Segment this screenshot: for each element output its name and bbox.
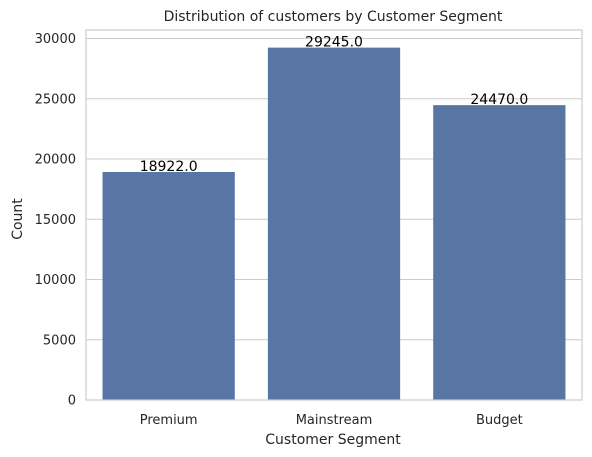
y-tick-label: 25000	[35, 92, 76, 107]
y-tick-label: 30000	[35, 32, 76, 47]
data-label: 29245.0	[305, 35, 363, 51]
x-tick-label: Premium	[140, 413, 198, 428]
y-tick-label: 0	[68, 394, 76, 409]
y-tick-label: 10000	[35, 273, 76, 288]
chart-title: Distribution of customers by Customer Se…	[164, 9, 503, 25]
bars	[102, 47, 566, 400]
y-tick-label: 20000	[35, 153, 76, 168]
y-axis-title: Count	[10, 198, 26, 240]
bar-mainstream	[267, 47, 401, 400]
y-tick-label: 5000	[43, 333, 76, 348]
data-label: 24470.0	[470, 92, 528, 108]
x-axis-ticks: Premium Mainstream Budget	[140, 413, 523, 428]
y-axis-ticks: 0 5000 10000 15000 20000 25000 30000	[35, 32, 76, 408]
x-tick-label: Budget	[476, 413, 523, 428]
y-tick-label: 15000	[35, 213, 76, 228]
plot-frame	[85, 29, 583, 401]
bar-premium	[102, 172, 235, 400]
x-tick-label: Mainstream	[296, 413, 373, 428]
data-labels: 18922.0 29245.0 24470.0	[140, 35, 529, 175]
data-label: 18922.0	[140, 159, 198, 175]
bar-budget	[433, 105, 566, 400]
x-axis-title: Customer Segment	[265, 432, 401, 448]
